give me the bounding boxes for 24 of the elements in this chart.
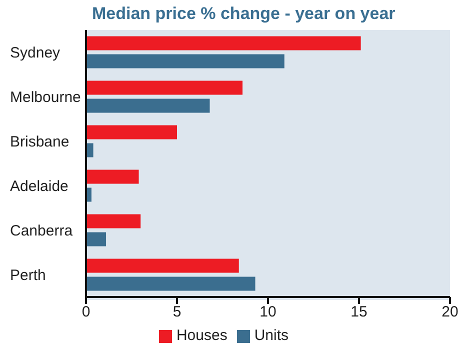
y-tick-label: Brisbane	[10, 133, 70, 150]
x-tick-label: 5	[172, 304, 182, 321]
y-tick-label: Sydney	[10, 44, 61, 62]
bar	[86, 80, 243, 95]
y-tick-label: Canberra	[10, 222, 74, 240]
bar	[86, 258, 239, 273]
bar	[86, 170, 139, 184]
bar	[86, 54, 284, 68]
y-tick-label: Melbourne	[10, 88, 81, 106]
bar	[86, 98, 210, 113]
y-tick-label: Perth	[10, 266, 46, 284]
chart-title: Median price % change - year on year	[92, 4, 396, 25]
y-tick-label: Adelaide	[10, 178, 68, 195]
bar	[86, 232, 106, 246]
bar	[86, 125, 177, 140]
bar	[86, 36, 361, 50]
legend-label: Units	[254, 327, 289, 344]
x-tick-label: 10	[260, 304, 276, 321]
x-tick-label: 15	[350, 304, 368, 321]
bar	[86, 276, 256, 291]
x-tick-label: 0	[82, 304, 90, 321]
bar	[86, 214, 141, 228]
legend-label: Houses	[176, 327, 228, 344]
x-tick-label: 20	[442, 304, 458, 321]
